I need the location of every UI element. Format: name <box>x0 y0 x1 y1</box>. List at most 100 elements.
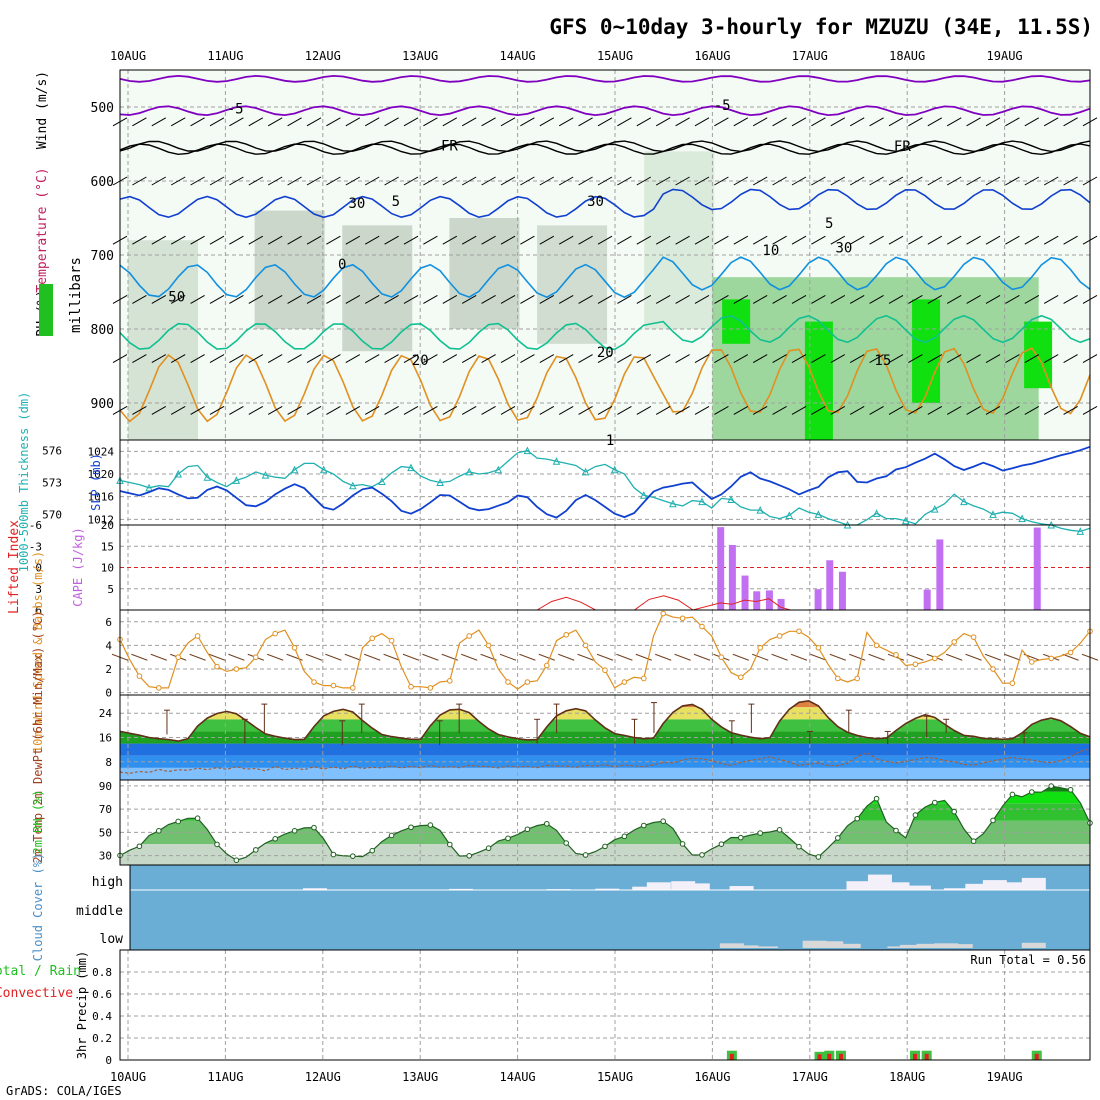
surface-wind-barb <box>461 654 477 660</box>
rh-point <box>273 837 278 842</box>
rh-point <box>157 828 162 833</box>
rh-shading <box>537 225 607 343</box>
wind-speed-point <box>952 640 957 645</box>
wind-speed-point <box>603 668 608 673</box>
run-total-label: Run Total = 0.56 <box>970 953 1086 967</box>
precip-frame <box>120 950 1090 1060</box>
surface-wind-barb <box>403 654 419 660</box>
wind-speed-point <box>758 645 763 650</box>
precip-convective-bar <box>827 1054 831 1060</box>
rh-point <box>797 844 802 849</box>
pressure-axis-label: millibars <box>68 257 84 333</box>
wind-speed-point <box>933 656 938 661</box>
cape-bar <box>839 572 846 610</box>
rh-point <box>467 854 472 859</box>
rh-point <box>506 836 511 841</box>
top-day-label: 15AUG <box>597 49 633 63</box>
wind-speed-point <box>739 675 744 680</box>
contour-label: -5 <box>227 101 244 117</box>
li-tick-label: -6 <box>29 519 42 532</box>
wind-speed-point <box>874 643 879 648</box>
slp-axis-label: SLP (mb) <box>89 453 103 511</box>
temp-tick-label: 16 <box>99 732 112 745</box>
cloud-level-middle: middle <box>76 904 123 919</box>
precip-convective-bar <box>730 1054 734 1060</box>
surface-wind-barb <box>597 654 613 660</box>
bottom-day-label: 16AUG <box>694 1070 730 1084</box>
top-day-label: 13AUG <box>402 49 438 63</box>
precip-tick-label: 0.8 <box>92 966 112 979</box>
wind-speed-point <box>215 664 220 669</box>
rh-point <box>215 842 220 847</box>
surface-wind-barb <box>287 654 303 660</box>
wind-speed-point <box>1068 650 1073 655</box>
surface-wind-barb <box>306 654 322 660</box>
rh-point <box>991 818 996 823</box>
surface-wind-barb <box>558 654 574 660</box>
precip-tick-label: 0 <box>105 1054 112 1067</box>
surface-wind-barb <box>422 654 438 660</box>
surface-wind-barb <box>772 654 788 660</box>
wind-speed-point <box>312 680 317 685</box>
rh-point <box>913 813 918 818</box>
rh-point <box>331 852 336 857</box>
precip-legend-total: Total / Rain <box>0 964 81 979</box>
rh-point <box>739 835 744 840</box>
cape-tick-label: 10 <box>101 562 114 575</box>
cape-bar <box>729 545 736 610</box>
high-cloud-bar <box>647 882 671 890</box>
precip-tick-label: 0.6 <box>92 988 112 1001</box>
wind-speed-point <box>700 624 705 629</box>
contour-label: -5 <box>714 98 731 114</box>
surface-wind-barb <box>325 654 341 660</box>
wind-speed-point <box>622 680 627 685</box>
high-cloud-bar <box>907 886 931 890</box>
rh-point <box>1068 787 1073 792</box>
top-day-label: 19AUG <box>987 49 1023 63</box>
surface-wind-barb <box>190 654 206 660</box>
rh-point <box>389 833 394 838</box>
rh-point <box>952 809 957 814</box>
bottom-day-label: 12AUG <box>305 1070 341 1084</box>
wind-tick-label: 4 <box>105 639 112 652</box>
high-cloud-bar <box>847 881 871 890</box>
rh-panel-axis-label: 2m RH (%) <box>31 789 45 854</box>
rh-point <box>661 819 666 824</box>
rh-tick-label: 30 <box>99 850 112 863</box>
contour-label: FR <box>441 138 458 154</box>
rh-shading <box>644 151 714 329</box>
wind-speed-point <box>1030 660 1035 665</box>
precip-convective-bar <box>925 1054 929 1060</box>
high-cloud-bar <box>730 886 754 890</box>
contour-label: FR <box>894 139 911 155</box>
wind-speed-point <box>1010 681 1015 686</box>
rh-point <box>874 796 879 801</box>
wind-speed-point <box>195 634 200 639</box>
surface-wind-barb <box>500 654 516 660</box>
cape-tick-label: 15 <box>101 540 114 553</box>
wind-speed-point <box>448 679 453 684</box>
surface-wind-barb <box>869 654 885 660</box>
rh-point <box>777 828 782 833</box>
top-day-label: 16AUG <box>694 49 730 63</box>
rh-point <box>448 842 453 847</box>
precip-tick-label: 0.4 <box>92 1010 112 1023</box>
surface-wind-barb <box>1004 654 1020 660</box>
rh-point <box>564 841 569 846</box>
top-day-label: 11AUG <box>207 49 243 63</box>
rh-point <box>292 828 297 833</box>
precip-convective-bar <box>1035 1054 1039 1060</box>
wind-tick-label: 0 <box>105 687 112 700</box>
wind-speed-point <box>991 667 996 672</box>
cape-bar <box>924 590 931 610</box>
top-day-label: 17AUG <box>792 49 828 63</box>
rh-point <box>971 839 976 844</box>
top-day-label: 18AUG <box>889 49 925 63</box>
wind-speed-point <box>971 635 976 640</box>
thickness-tick-label: 576 <box>42 445 62 458</box>
cape-axis-label: CAPE (J/kg) <box>71 527 85 606</box>
rh-shading <box>449 218 519 329</box>
rh-point <box>137 844 142 849</box>
rh-point <box>719 842 724 847</box>
cloud-axis-label: Cloud Cover (%) <box>31 853 45 961</box>
